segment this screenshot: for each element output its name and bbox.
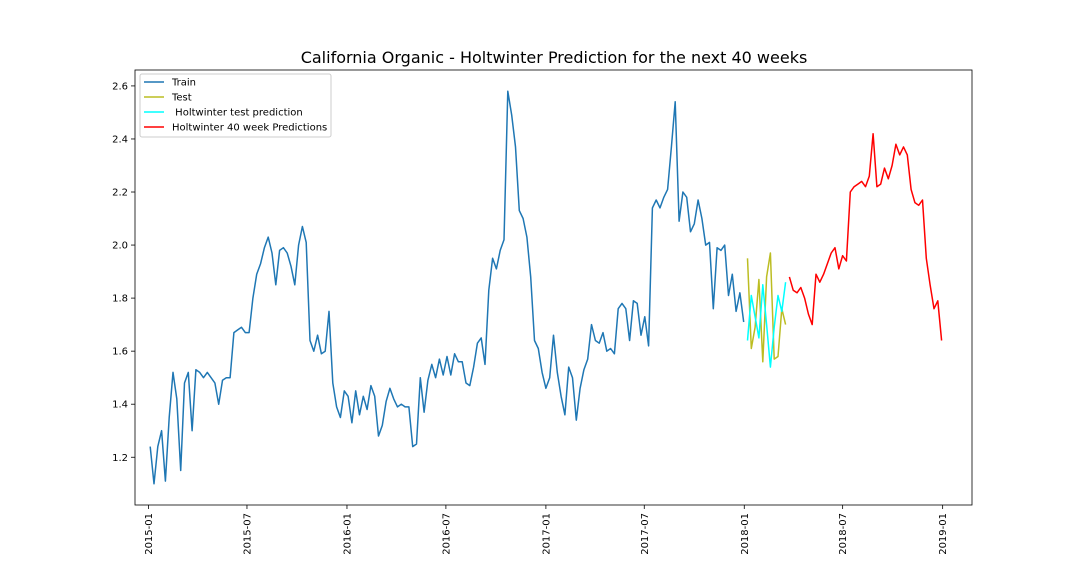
x-tick-label: 2018-07 bbox=[838, 513, 849, 555]
x-tick-label: 2017-07 bbox=[640, 513, 651, 555]
series-line-4 bbox=[788, 132, 943, 341]
x-tick-label: 2016-01 bbox=[343, 513, 354, 555]
x-tick-label: 2018-01 bbox=[740, 513, 751, 555]
x-axis: 2015-01 2015-07 2016-01 2016-07 2017-01 2017-… bbox=[144, 505, 949, 555]
legend-label-4: Holtwinter 40 week Predictions bbox=[172, 123, 327, 134]
y-tick-label: 2.6 bbox=[112, 81, 128, 92]
legend-label-3: Holtwinter test prediction bbox=[172, 108, 303, 119]
series-line-2 bbox=[746, 252, 787, 363]
legend: Train Test Holtwinter test prediction Holt… bbox=[139, 73, 332, 138]
y-tick-label: 2.4 bbox=[112, 134, 128, 145]
y-tick-label: 1.4 bbox=[112, 400, 128, 411]
series-layer bbox=[149, 90, 943, 485]
y-tick-label: 1.2 bbox=[112, 453, 128, 464]
y-tick-label: 1.6 bbox=[112, 347, 128, 358]
legend-label-1: Train bbox=[171, 78, 196, 89]
series-line-3 bbox=[746, 282, 787, 368]
series-line-1 bbox=[149, 90, 745, 485]
x-tick-label: 2016-07 bbox=[441, 513, 452, 555]
y-axis: 1.2 1.4 1.6 1.8 2.0 2.2 2.4 2.6 bbox=[112, 81, 135, 464]
y-tick-label: 1.8 bbox=[112, 294, 128, 305]
x-tick-label: 2015-01 bbox=[144, 513, 155, 555]
x-tick-label: 2017-01 bbox=[541, 513, 552, 555]
y-tick-label: 2.2 bbox=[112, 188, 128, 199]
y-tick-label: 2.0 bbox=[112, 241, 128, 252]
legend-label-2: Test bbox=[171, 93, 192, 104]
plot-area-frame bbox=[134, 69, 973, 506]
x-tick-label: 2019-01 bbox=[938, 513, 949, 555]
legend-box bbox=[139, 73, 332, 138]
x-tick-label: 2015-07 bbox=[243, 513, 254, 555]
chart-title: California Organic - Holtwinter Predicti… bbox=[301, 48, 808, 67]
